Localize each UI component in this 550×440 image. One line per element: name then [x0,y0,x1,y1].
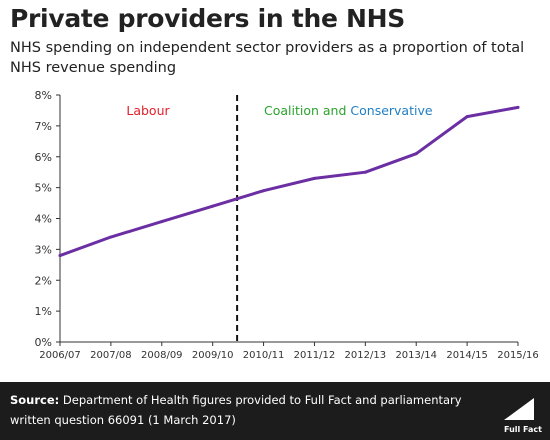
annotation-labour: Labour [126,103,170,118]
x-tick-label: 2012/13 [345,350,387,361]
chart-title: Private providers in the NHS [10,4,405,33]
annotation-conservative: Conservative [350,103,432,118]
y-tick-label: 1% [35,305,52,318]
data-point [312,176,316,180]
full-fact-logo: Full Fact [504,398,542,434]
data-point [262,189,266,193]
y-tick-label: 6% [35,151,52,164]
source-label: Source: [10,393,60,407]
x-tick-label: 2009/10 [192,350,234,361]
y-tick-label: 7% [35,120,52,133]
data-point [58,254,62,258]
y-tick-label: 0% [35,336,52,349]
x-tick-label: 2007/08 [90,350,132,361]
y-tick-label: 5% [35,182,52,195]
chart-subtitle: NHS spending on independent sector provi… [10,40,525,76]
x-tick-label: 2011/12 [294,350,336,361]
data-point [109,235,113,239]
data-point [160,220,164,224]
line-chart: 0% 1% 2% 3% 4% 5% 6% 7% 8% 2006/07 2007/08 2008/09 2… [35,89,539,361]
logo-text: Full Fact [504,425,542,434]
x-tick-label: 2006/07 [39,350,81,361]
source-note: Source: Department of Health figures pro… [10,390,470,430]
y-tick-label: 8% [35,89,52,102]
series-line [58,105,520,258]
data-point [414,152,418,156]
annotation-coalition: Coalition and [264,103,350,118]
y-tick-label: 4% [35,213,52,226]
x-tick-label: 2013/14 [395,350,437,361]
x-tick-label: 2015/16 [497,350,539,361]
source-text: Department of Health figures provided to… [10,393,462,427]
footer: Source: Department of Health figures pro… [0,382,550,440]
y-tick-label: 2% [35,274,52,287]
data-point [465,115,469,119]
x-tick-label: 2010/11 [243,350,285,361]
x-tick-label: 2014/15 [446,350,488,361]
annotation-coalition-conservative: Coalition and Conservative [264,103,433,118]
data-point [516,105,520,109]
data-point [363,170,367,174]
data-point [211,204,215,208]
x-tick-label: 2008/09 [141,350,183,361]
y-tick-label: 3% [35,243,52,256]
